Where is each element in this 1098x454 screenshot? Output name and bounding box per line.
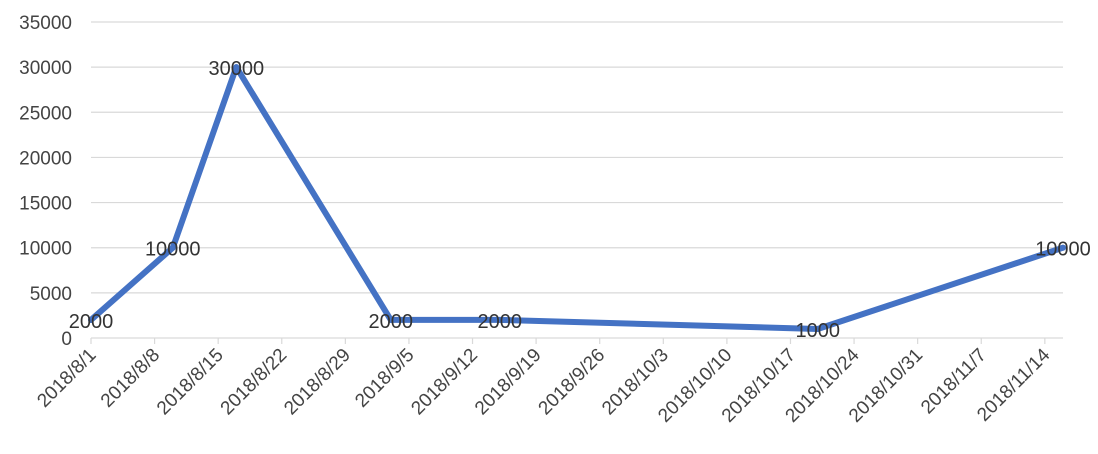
y-tick-label: 35000 — [19, 13, 72, 34]
y-tick-label: 20000 — [19, 148, 72, 169]
series-layer — [88, 64, 1066, 332]
y-tick-label: 30000 — [19, 58, 72, 79]
y-tick-label: 0 — [61, 329, 72, 350]
x-tick-label: 2018/9/5 — [351, 345, 418, 412]
data-label: 10000 — [1035, 239, 1091, 261]
data-label: 1000 — [795, 320, 840, 342]
y-tick-label: 10000 — [19, 239, 72, 260]
x-tick-label: 2018/8/29 — [280, 345, 355, 420]
data-point — [814, 325, 821, 332]
data-labels: 2000 10000 30000 2000 2000 1000 10000 — [69, 58, 1091, 342]
y-tick-label: 5000 — [30, 284, 72, 305]
x-tick-label: 2018/8/15 — [153, 345, 228, 420]
gridlines — [91, 21, 1063, 294]
data-label: 2000 — [69, 311, 114, 333]
x-tick-label: 2018/9/26 — [535, 345, 610, 420]
x-tick-label: 2018/8/1 — [33, 345, 100, 412]
data-point — [233, 64, 240, 71]
data-point — [169, 244, 176, 251]
y-axis-tick-labels: 0 5000 10000 15000 20000 25000 30000 35000 — [19, 13, 72, 350]
y-tick-label: 15000 — [19, 194, 72, 215]
data-point — [88, 316, 94, 323]
x-tick-label: 2018/9/19 — [471, 345, 546, 420]
data-label: 2000 — [369, 311, 414, 333]
data-point — [1060, 244, 1066, 251]
x-tick-label: 2018/9/12 — [407, 345, 482, 420]
data-label: 10000 — [145, 239, 201, 261]
data-point — [496, 316, 503, 323]
data-label: 30000 — [209, 58, 265, 80]
y-tick-label: 25000 — [19, 103, 72, 124]
x-tick-label: 2018/8/22 — [217, 345, 292, 420]
x-tick-label: 2018/8/8 — [97, 345, 164, 412]
x-axis: 2018/8/12018/8/82018/8/152018/8/222018/8… — [33, 337, 1063, 427]
data-label: 2000 — [478, 311, 523, 333]
data-point — [387, 316, 394, 323]
series-line — [88, 64, 1066, 332]
